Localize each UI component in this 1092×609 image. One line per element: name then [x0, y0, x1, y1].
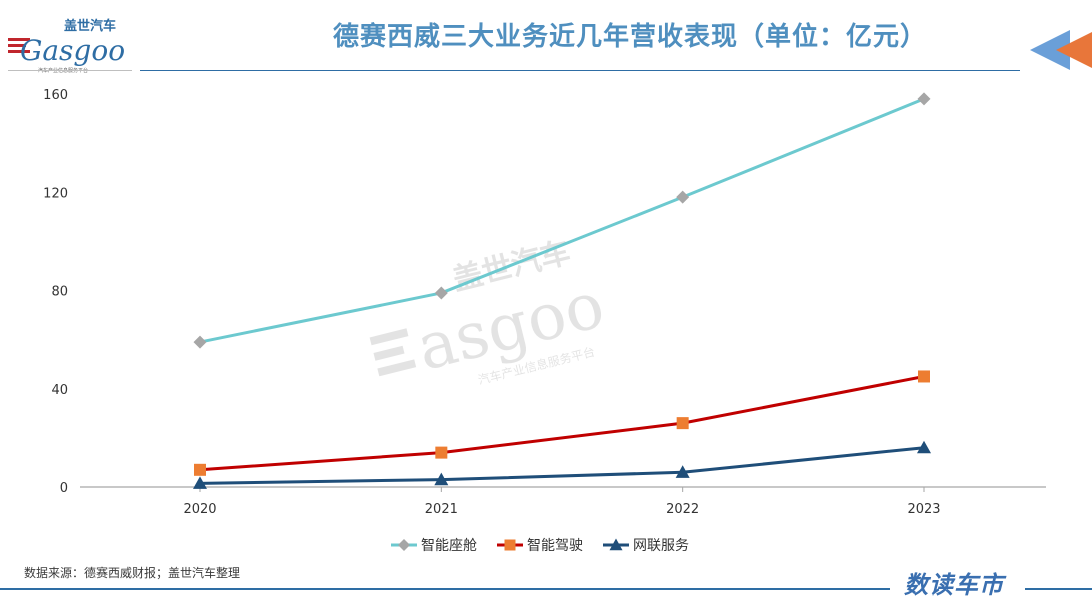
legend-label: 网联服务 [633, 538, 689, 554]
x-tick-label: 2020 [183, 502, 216, 517]
data-point-marker [193, 476, 207, 489]
data-point-marker [193, 335, 207, 349]
data-point-marker [676, 417, 689, 430]
footer-divider-left [0, 588, 890, 590]
legend-label: 智能驾驶 [527, 538, 583, 554]
y-tick-label: 0 [60, 481, 68, 496]
data-source-note: 数据来源：德赛西威财报；盖世汽车整理 [24, 566, 241, 580]
watermark: 盖世汽车 asgoo 汽车产业信息服务平台 [369, 235, 611, 387]
data-point-marker [194, 463, 206, 476]
series-line-3 [199, 446, 925, 485]
data-point-marker [918, 370, 930, 383]
data-point-marker [434, 472, 449, 486]
logo-stripes [8, 38, 30, 53]
legend-marker [398, 539, 410, 551]
data-point-marker [435, 446, 448, 459]
data-point-marker [676, 190, 690, 204]
y-tick-label: 80 [51, 285, 68, 300]
y-tick-label: 120 [43, 186, 68, 201]
data-point-marker [675, 465, 690, 478]
logo-en-text: Gasgoo [20, 34, 125, 67]
legend-item-1: 智能座舱 [391, 538, 477, 554]
x-tick-label: 2023 [907, 502, 940, 517]
data-point-marker [917, 92, 931, 106]
y-tick-label: 40 [51, 383, 68, 398]
legend-label: 智能座舱 [421, 538, 477, 554]
legend-item-2: 智能驾驶 [497, 538, 583, 554]
header-divider [140, 70, 1020, 71]
series-line-1 [199, 97, 925, 344]
legend-item-3: 网联服务 [603, 538, 689, 554]
y-tick-label: 160 [43, 88, 68, 103]
logo-cn-text: 盖世汽车 [64, 18, 116, 34]
watermark-stripes [369, 328, 417, 377]
x-tick-label: 2022 [666, 502, 699, 517]
footer-divider-right [1025, 588, 1092, 590]
header-left-divider [8, 70, 132, 71]
brand-logo-text: 数读车市 [904, 571, 1004, 599]
series-line-2 [199, 374, 925, 472]
page-title: 德赛西威三大业务近几年营收表现（单位：亿元） [332, 22, 927, 52]
x-tick-label: 2021 [425, 502, 458, 517]
data-point-marker [434, 286, 448, 300]
data-point-marker [917, 440, 931, 454]
corner-arrow-icon [1030, 30, 1092, 70]
legend-marker [504, 539, 516, 551]
legend-marker [609, 538, 623, 551]
